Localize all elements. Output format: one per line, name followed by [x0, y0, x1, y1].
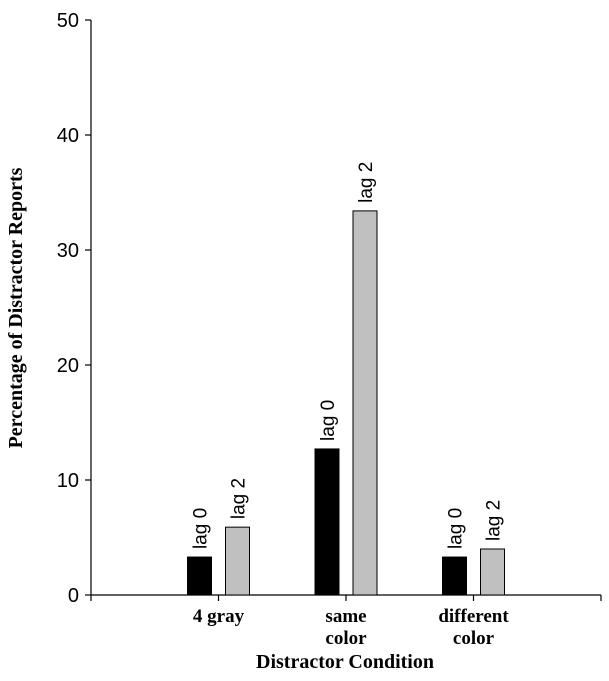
- bar-lag-0: [187, 556, 212, 596]
- y-tick-label: 20: [57, 355, 79, 377]
- bar-data-label: lag 2: [484, 500, 505, 541]
- y-axis: 0 10 20 30 40 50: [57, 10, 92, 607]
- bar-data-label: lag 0: [446, 508, 467, 549]
- bar-labels: lag 0 lag 2 lag 0 lag 2 lag 0 lag 2: [191, 162, 505, 549]
- bar-data-label: lag 2: [356, 162, 377, 203]
- bar-lag-2: [480, 548, 505, 596]
- x-axis: [90, 594, 602, 601]
- category-label: same: [325, 606, 366, 627]
- bar-lag-0: [314, 448, 340, 596]
- bar-data-label: lag 0: [318, 400, 339, 441]
- bar-data-label: lag 2: [229, 478, 250, 519]
- y-tick-label: 40: [57, 125, 79, 147]
- bar-data-label: lag 0: [191, 508, 212, 549]
- y-tick-label: 30: [57, 240, 79, 262]
- bar-lag-2: [225, 526, 250, 596]
- category-label: different: [438, 606, 509, 627]
- y-tick-label: 50: [57, 10, 79, 32]
- bar-lag-2: [352, 210, 378, 596]
- bars: [187, 210, 505, 596]
- y-tick-label: 10: [57, 470, 79, 492]
- bar-lag-0: [442, 556, 467, 596]
- y-axis-title: Percentage of Distractor Reports: [5, 167, 27, 448]
- category-label: color: [325, 628, 367, 649]
- category-label: color: [453, 628, 495, 649]
- x-axis-title: Distractor Condition: [256, 651, 434, 673]
- y-tick-label: 0: [68, 585, 79, 607]
- category-label: 4 gray: [193, 606, 245, 627]
